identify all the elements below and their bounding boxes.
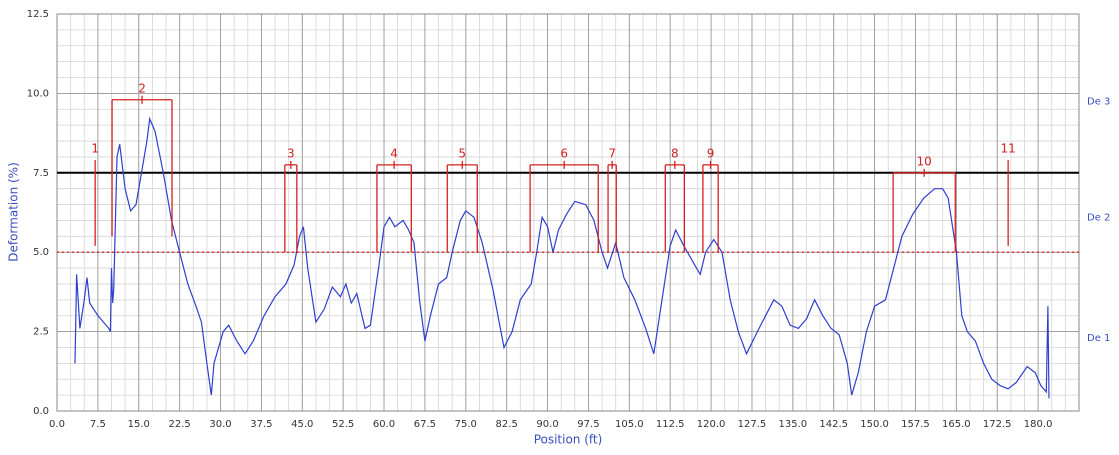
x-tick-label: 120.0 (697, 419, 726, 430)
x-tick-label: 52.5 (332, 419, 354, 430)
x-axis-title: Position (ft) (534, 433, 603, 447)
marker-label: 2 (138, 81, 146, 95)
x-tick-label: 75.0 (455, 419, 477, 430)
marker-label: 4 (390, 146, 398, 160)
x-tick-label: 7.5 (90, 419, 106, 430)
y-tick-label: 12.5 (27, 9, 49, 20)
x-tick-label: 15.0 (128, 419, 150, 430)
x-tick-label: 157.5 (901, 419, 930, 430)
marker-label: 3 (287, 146, 295, 160)
x-tick-label: 45.0 (291, 419, 313, 430)
marker-label: 7 (608, 146, 616, 160)
x-tick-label: 90.0 (536, 419, 558, 430)
right-axis-label: De 1 (1087, 333, 1110, 344)
y-axis-title: Deformation (%) (7, 162, 21, 262)
x-tick-label: 165.0 (942, 419, 971, 430)
marker-label: 8 (671, 146, 679, 160)
x-tick-label: 150.0 (860, 419, 889, 430)
x-tick-label: 135.0 (779, 419, 808, 430)
right-axis-label: De 3 (1087, 96, 1110, 107)
y-tick-label: 5.0 (33, 247, 49, 258)
marker-label: 11 (1001, 142, 1016, 156)
y-tick-label: 7.5 (33, 168, 49, 179)
x-tick-label: 112.5 (656, 419, 685, 430)
right-axis-label: De 2 (1087, 212, 1110, 223)
x-tick-label: 60.0 (373, 419, 395, 430)
marker-label: 5 (458, 146, 466, 160)
x-tick-label: 37.5 (250, 419, 272, 430)
x-tick-label: 67.5 (414, 419, 436, 430)
x-tick-label: 22.5 (169, 419, 191, 430)
x-tick-label: 180.0 (1024, 419, 1053, 430)
marker-label: 9 (707, 146, 715, 160)
x-tick-label: 172.5 (983, 419, 1012, 430)
y-tick-label: 2.5 (33, 327, 49, 338)
marker-label: 6 (560, 146, 568, 160)
data-line (74, 116, 1050, 399)
x-tick-label: 127.5 (738, 419, 767, 430)
y-tick-label: 10.0 (27, 88, 49, 99)
marker-label: 10 (917, 154, 932, 168)
marker-label: 1 (91, 142, 99, 156)
x-tick-label: 0.0 (49, 419, 65, 430)
x-tick-label: 142.5 (819, 419, 848, 430)
x-tick-label: 105.0 (615, 419, 644, 430)
x-tick-label: 82.5 (496, 419, 518, 430)
y-tick-label: 0.0 (33, 406, 49, 417)
x-tick-label: 30.0 (209, 419, 231, 430)
plot-frame (56, 13, 1080, 412)
x-tick-label: 97.5 (577, 419, 599, 430)
